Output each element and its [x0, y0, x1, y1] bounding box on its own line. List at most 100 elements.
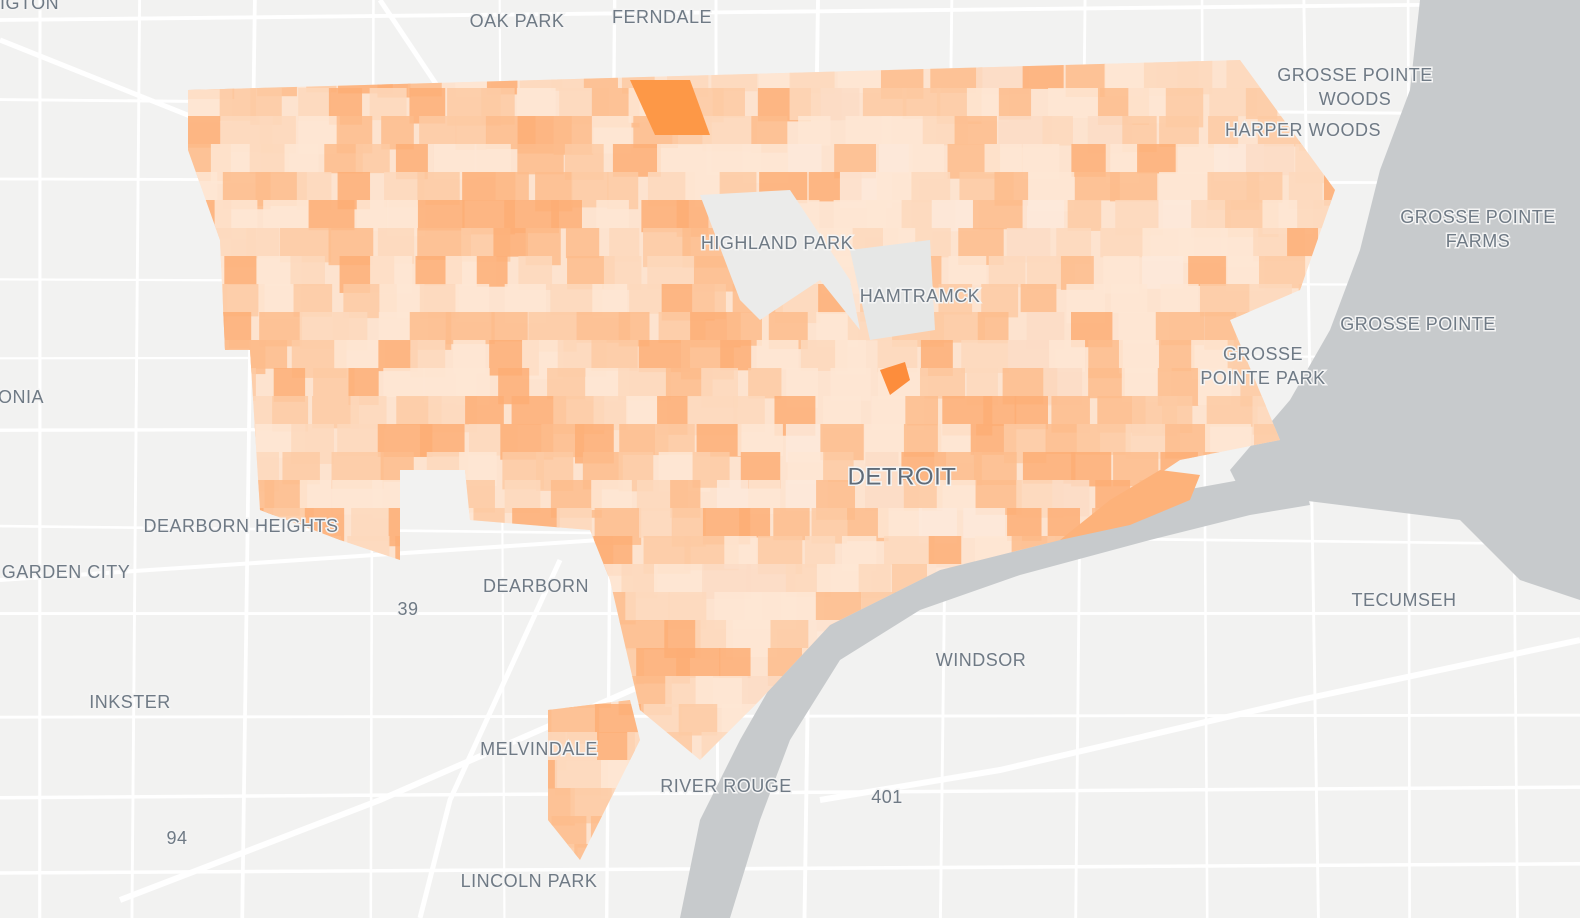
- tract: [865, 452, 899, 483]
- tract: [1109, 172, 1158, 202]
- tract: [313, 368, 355, 397]
- tract: [934, 452, 982, 486]
- tract: [1118, 340, 1161, 374]
- road: [0, 862, 1580, 875]
- tract: [612, 144, 661, 177]
- tract: [903, 424, 942, 457]
- place-label: FARMS: [1446, 231, 1511, 251]
- tract: [1200, 284, 1250, 317]
- highland-park: [700, 190, 860, 330]
- tract: [823, 452, 854, 483]
- place-label: ONIA: [0, 387, 44, 407]
- tract: [249, 144, 290, 174]
- place-label: 401: [871, 787, 903, 807]
- road: [0, 1, 1580, 22]
- tract: [1160, 284, 1199, 313]
- tract: [678, 704, 718, 736]
- tract: [419, 424, 465, 457]
- tract: [619, 620, 669, 650]
- place-label: HARPER WOODS: [1225, 120, 1381, 140]
- tract: [977, 312, 1009, 344]
- tract: [1049, 340, 1086, 372]
- tract: [290, 256, 325, 287]
- tract: [905, 396, 939, 426]
- tract: [981, 284, 1019, 318]
- tract: [1137, 144, 1178, 174]
- tract: [647, 256, 696, 290]
- place-label: GROSSE POINTE: [1277, 65, 1433, 85]
- belle-isle: [1060, 470, 1200, 540]
- tract: [625, 592, 670, 621]
- tract: [493, 228, 529, 257]
- tract: [884, 536, 935, 565]
- labels: IGTON OAK PARK FERNDALE GROSSE POINTE WOODS H…: [0, 0, 1557, 892]
- tract: [712, 88, 745, 118]
- place-label: POINTE PARK: [1200, 368, 1325, 388]
- tract: [453, 340, 486, 374]
- tract: [1155, 312, 1205, 346]
- tract: [476, 256, 508, 287]
- tract: [222, 284, 265, 317]
- tract: [919, 368, 966, 399]
- tract: [1071, 144, 1111, 177]
- tract: [1324, 172, 1335, 206]
- tract: [716, 480, 749, 509]
- tract: [504, 480, 541, 513]
- tract: [465, 396, 504, 425]
- tract: [961, 340, 1010, 373]
- tract: [1022, 200, 1065, 229]
- tract: [676, 648, 721, 678]
- hamtramck: [850, 240, 935, 340]
- place-label: GROSSE: [1223, 344, 1303, 364]
- place-label: 39: [397, 599, 418, 619]
- tract: [1110, 284, 1148, 314]
- tract: [495, 172, 529, 201]
- tract: [516, 88, 556, 120]
- tract: [984, 144, 1022, 174]
- tract: [737, 424, 783, 457]
- place-label: DEARBORN: [483, 576, 589, 596]
- tract: [928, 536, 962, 568]
- tract: [1020, 284, 1057, 313]
- tract: [263, 200, 310, 229]
- tract: [954, 116, 997, 145]
- highway: [417, 558, 563, 918]
- tract: [565, 228, 600, 259]
- tract: [1014, 396, 1048, 430]
- tract: [282, 452, 320, 485]
- tract: [551, 200, 582, 229]
- tract: [654, 564, 704, 595]
- place-label: GROSSE POINTE: [1340, 314, 1496, 334]
- tract: [591, 480, 632, 510]
- tract: [948, 256, 987, 285]
- place-label: GARDEN CITY: [2, 562, 131, 582]
- tract: [1287, 228, 1319, 257]
- tract: [696, 424, 742, 457]
- tract: [695, 676, 748, 709]
- tract: [1246, 172, 1283, 203]
- tract: [308, 200, 355, 231]
- tract: [1067, 200, 1102, 231]
- tract: [1100, 228, 1151, 258]
- place-label: HIGHLAND PARK: [701, 233, 853, 253]
- place-label: DETROIT: [848, 463, 957, 490]
- tract: [788, 144, 822, 174]
- tract: [596, 200, 629, 229]
- tract: [356, 200, 389, 231]
- tract: [931, 200, 979, 232]
- place-label: GROSSE POINTE: [1400, 207, 1556, 227]
- tract: [862, 88, 907, 117]
- tract: [298, 88, 331, 121]
- place-label: FERNDALE: [612, 7, 712, 27]
- tract: [629, 284, 664, 314]
- tract: [565, 732, 598, 761]
- tract: [903, 480, 943, 511]
- tract: [963, 508, 1006, 538]
- tract: [249, 340, 288, 369]
- tract: [973, 452, 1017, 486]
- place-label: MELVINDALE: [480, 739, 598, 759]
- tract: [1258, 256, 1306, 289]
- tract: [1048, 88, 1100, 119]
- tract: [820, 88, 860, 121]
